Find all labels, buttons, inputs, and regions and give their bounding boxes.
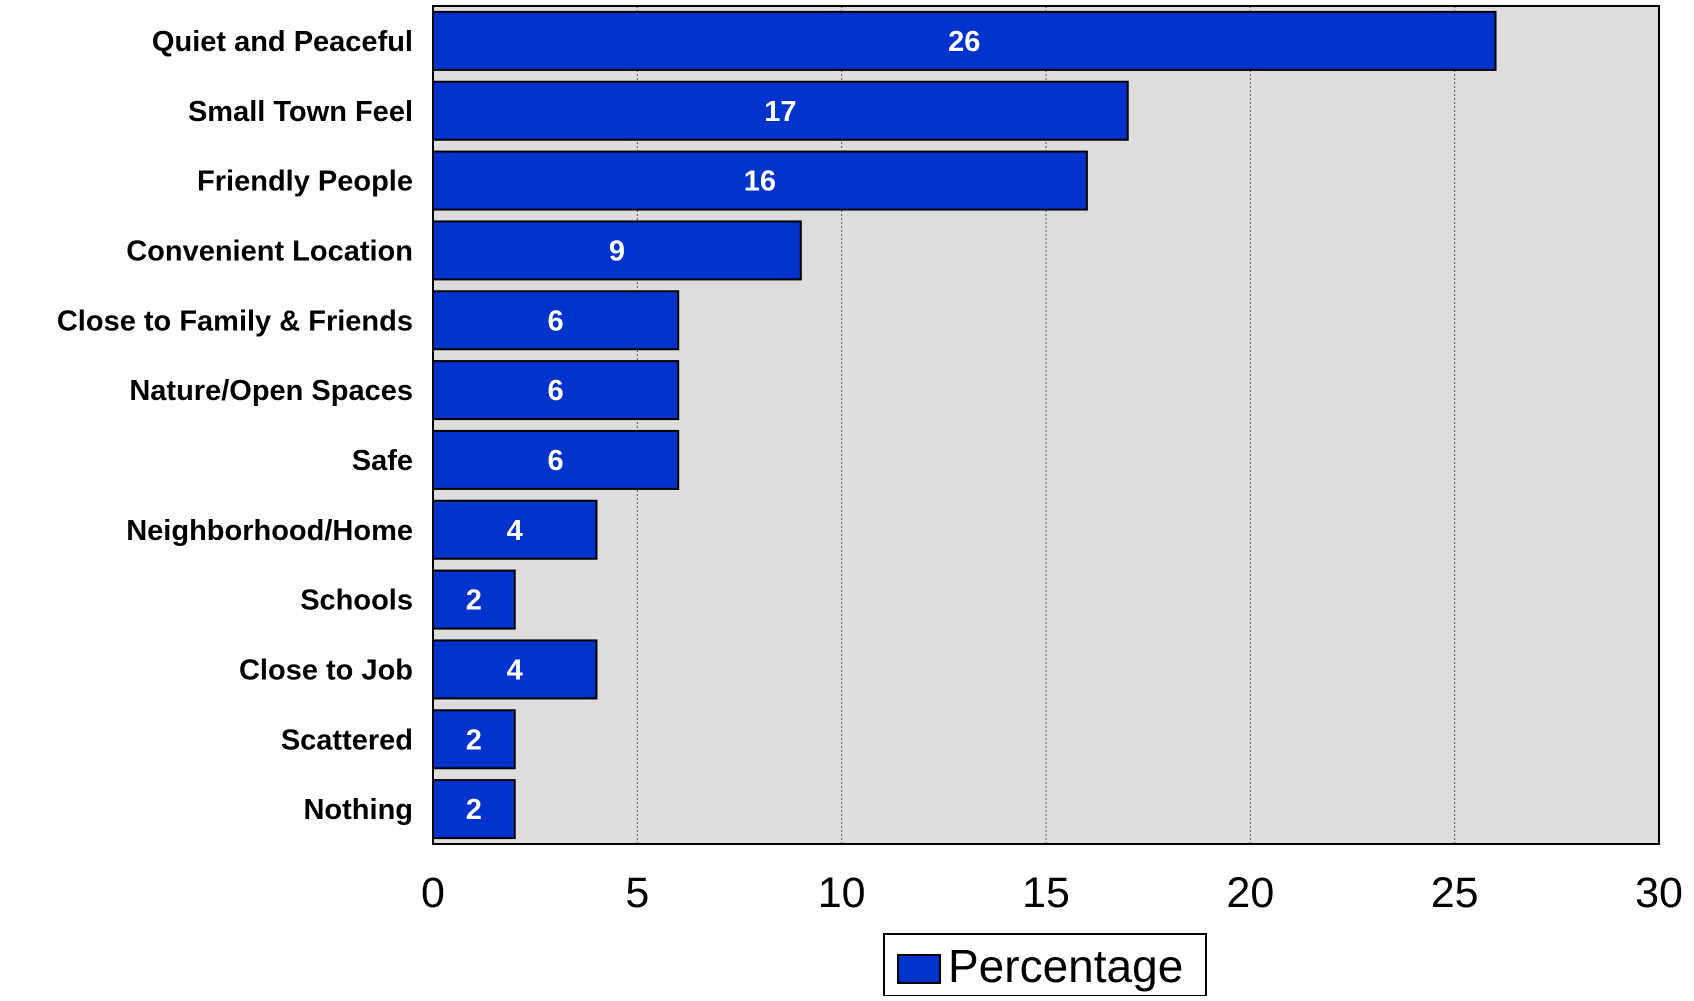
legend-swatch bbox=[897, 954, 941, 984]
x-axis-ticks: 0 5 10 15 20 25 30 bbox=[421, 869, 1683, 917]
data-label: 6 bbox=[548, 375, 564, 407]
plot-border bbox=[432, 5, 1660, 845]
x-tick-label: 5 bbox=[625, 869, 649, 917]
bar bbox=[432, 290, 680, 351]
data-label: 6 bbox=[548, 305, 564, 337]
bar bbox=[432, 10, 1497, 71]
x-tick-label: 10 bbox=[818, 869, 866, 917]
x-tick-label: 15 bbox=[1022, 869, 1070, 917]
category-label: Nothing bbox=[303, 794, 413, 826]
category-label: Close to Job bbox=[239, 654, 413, 686]
data-label: 6 bbox=[548, 445, 564, 477]
category-label: Quiet and Peaceful bbox=[152, 26, 413, 58]
data-label: 17 bbox=[764, 96, 796, 128]
bar bbox=[432, 779, 516, 840]
category-label: Safe bbox=[352, 445, 413, 477]
legend: Percentage bbox=[883, 933, 1207, 997]
data-label: 9 bbox=[609, 235, 625, 267]
category-label: Small Town Feel bbox=[188, 96, 413, 128]
data-label: 16 bbox=[744, 166, 776, 198]
bar bbox=[432, 220, 802, 281]
x-tick-label: 0 bbox=[421, 869, 445, 917]
x-tick-label: 20 bbox=[1226, 869, 1274, 917]
data-label: 2 bbox=[466, 585, 482, 617]
category-label: Friendly People bbox=[197, 166, 413, 198]
plot-area bbox=[433, 6, 1659, 844]
x-tick-label: 30 bbox=[1635, 869, 1683, 917]
data-label: 4 bbox=[507, 515, 523, 547]
category-label: Scattered bbox=[281, 724, 413, 756]
bar bbox=[432, 429, 680, 490]
bar bbox=[432, 150, 1088, 211]
category-labels: Quiet and Peaceful Small Town Feel Friendl… bbox=[57, 26, 413, 826]
category-label: Nature/Open Spaces bbox=[129, 375, 413, 407]
bars: 26 17 16 9 6 6 6 4 2 4 2 2 bbox=[432, 10, 1497, 840]
bar bbox=[432, 360, 680, 421]
category-label: Convenient Location bbox=[126, 235, 413, 267]
data-label: 2 bbox=[466, 724, 482, 756]
x-tick-label: 25 bbox=[1431, 869, 1479, 917]
legend-label: Percentage bbox=[948, 940, 1183, 992]
category-label: Schools bbox=[300, 585, 413, 617]
data-label: 4 bbox=[507, 654, 523, 686]
data-label: 2 bbox=[466, 794, 482, 826]
data-label: 26 bbox=[948, 26, 980, 58]
category-label: Neighborhood/Home bbox=[126, 515, 413, 547]
category-label: Close to Family & Friends bbox=[57, 305, 413, 337]
